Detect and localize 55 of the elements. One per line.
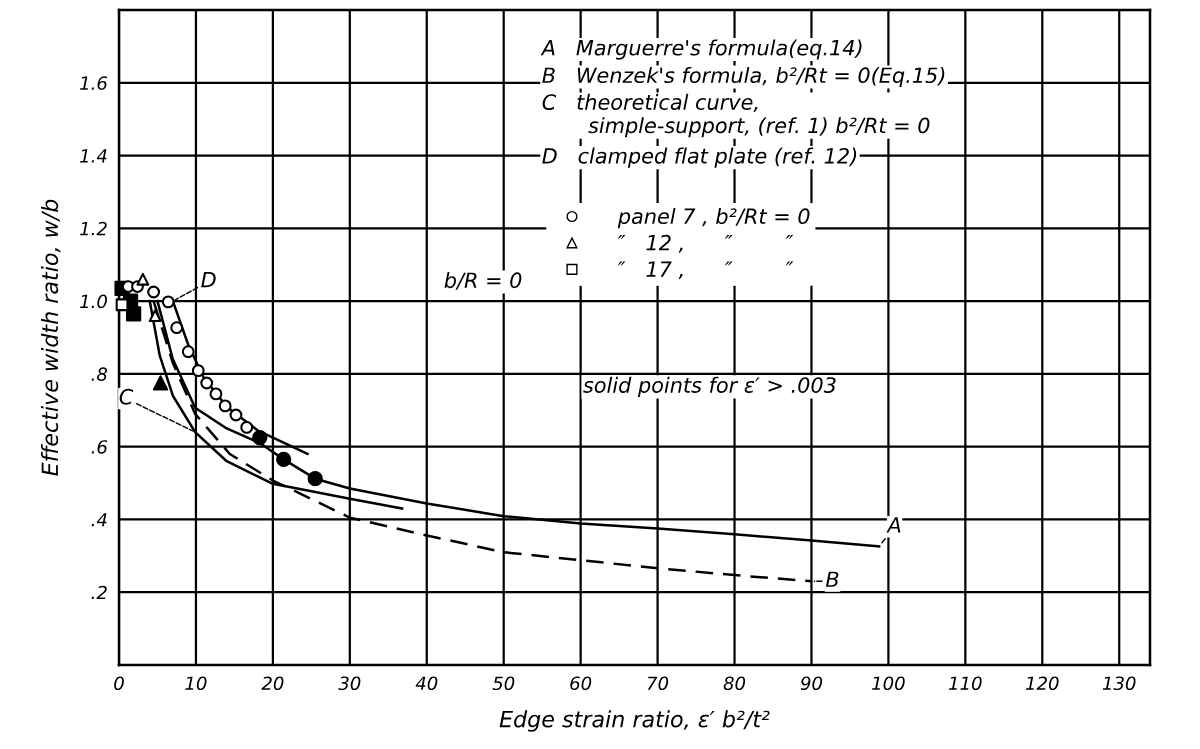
y-tick-label: 1.2	[80, 221, 107, 236]
annotation: solid points for ε′ > .003	[583, 376, 836, 397]
point	[181, 345, 195, 359]
annotation: C theoretical curve, simple-support, (ref. 1) b²/Rt = 0	[542, 93, 930, 138]
x-tick-label: 0	[114, 676, 124, 691]
point	[148, 309, 162, 323]
point	[240, 420, 254, 434]
x-tick-label: 80	[723, 676, 746, 691]
annotation: C	[119, 388, 134, 405]
y-tick-label: 1.6	[80, 76, 108, 90]
x-tick-label: 60	[570, 676, 592, 691]
x-tick-label: 20	[261, 676, 284, 691]
point	[276, 451, 292, 468]
point	[136, 272, 150, 286]
x-tick-label: 110	[948, 676, 982, 691]
annotation: D	[201, 272, 216, 288]
x-tick-label: 10	[185, 676, 207, 691]
y-tick-label: .6	[91, 440, 108, 454]
x-tick-label: 40	[415, 676, 438, 691]
x-tick-label: 130	[1102, 676, 1136, 691]
x-tick-label: 30	[338, 676, 361, 691]
x-tick-label: 100	[872, 676, 905, 691]
point	[218, 399, 232, 413]
annotation: b/R = 0	[444, 272, 522, 290]
point	[252, 429, 268, 446]
annotation: D clamped flat plate (ref. 12)	[542, 147, 857, 168]
annotation: B Wenzek's formula, b²/Rt = 0(Eq.15)	[542, 66, 945, 88]
annotation: B	[825, 571, 839, 587]
point	[125, 306, 142, 322]
legend-label: panel 7 , b²/Rt = 0	[617, 207, 810, 229]
point	[115, 298, 129, 312]
y-axis-title: Effective width ratio, w/b	[41, 199, 61, 476]
legend-label: ″ 17 , ″ ″	[617, 261, 794, 280]
x-tick-label: 120	[1025, 676, 1059, 691]
x-tick-label: 70	[647, 676, 669, 691]
point	[229, 408, 243, 422]
point	[307, 471, 323, 487]
point	[161, 295, 175, 309]
y-tick-label: 1.0	[80, 294, 107, 309]
y-tick-label: .8	[91, 367, 108, 382]
x-tick-label: 90	[800, 676, 823, 691]
x-tick-label: 50	[492, 676, 515, 691]
point	[147, 285, 161, 299]
point	[200, 376, 214, 390]
point	[152, 375, 169, 391]
point	[170, 321, 184, 335]
x-axis-title: Edge strain ratio, ε′ b²/t²	[499, 710, 770, 732]
y-tick-label: 1.4	[80, 149, 107, 163]
annotation: A	[886, 517, 901, 533]
y-tick-label: .2	[91, 585, 107, 600]
y-tick-label: .4	[91, 513, 107, 527]
annotation: A Marguerre's formula(eq.14)	[540, 39, 862, 60]
point	[191, 364, 205, 378]
legend-label: ″ 12 , ″ ″	[617, 234, 794, 253]
point	[209, 387, 223, 401]
